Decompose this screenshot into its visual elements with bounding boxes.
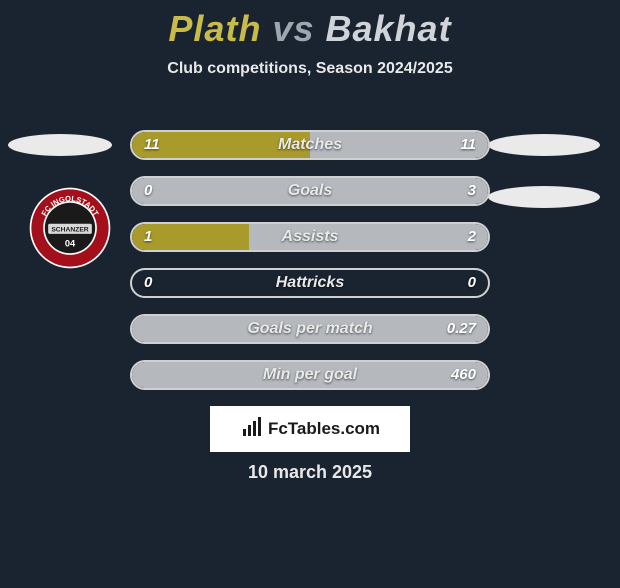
stat-row: 1111Matches (130, 130, 490, 160)
photo-placeholder-right-2 (488, 186, 600, 208)
stat-value-right: 0.27 (447, 316, 476, 342)
club-badge-left: FC INGOLSTADT SCHANZER 04 (28, 186, 112, 270)
stat-value-right: 3 (468, 178, 476, 204)
stat-row: 0.27Goals per match (130, 314, 490, 344)
brand-text: FcTables.com (268, 419, 380, 439)
stat-fill-right (249, 224, 488, 250)
stat-label: Hattricks (132, 270, 488, 296)
subtitle: Club competitions, Season 2024/2025 (0, 60, 620, 78)
photo-placeholder-left (8, 134, 112, 156)
stat-value-right: 460 (451, 362, 476, 388)
stat-row: 12Assists (130, 222, 490, 252)
stat-value-left: 0 (144, 270, 152, 296)
stat-fill-right (132, 316, 488, 342)
stat-value-right: 2 (468, 224, 476, 250)
stats-bars: 1111Matches03Goals12Assists00Hattricks0.… (130, 130, 490, 406)
comparison-title: Plath vs Bakhat (0, 8, 620, 50)
stat-value-right: 0 (468, 270, 476, 296)
stat-value-left: 0 (144, 178, 152, 204)
brand-icon (240, 415, 264, 444)
stat-row: 460Min per goal (130, 360, 490, 390)
stat-fill-right (132, 178, 488, 204)
player1-name: Plath (168, 8, 261, 49)
player2-name: Bakhat (326, 8, 452, 49)
stat-value-right: 11 (460, 132, 476, 158)
stat-fill-right (132, 362, 488, 388)
brand-watermark: FcTables.com (210, 406, 410, 452)
vs-word: vs (272, 8, 314, 49)
stat-row: 0 0Hattricks (130, 268, 490, 298)
badge-text-mid: SCHANZER (51, 226, 88, 233)
stat-value-left: 1 (144, 224, 152, 250)
photo-placeholder-right-1 (488, 134, 600, 156)
badge-text-bottom: 04 (65, 238, 76, 248)
date-text: 10 march 2025 (0, 462, 620, 483)
stat-row: 03Goals (130, 176, 490, 206)
stat-value-left: 11 (144, 132, 160, 158)
